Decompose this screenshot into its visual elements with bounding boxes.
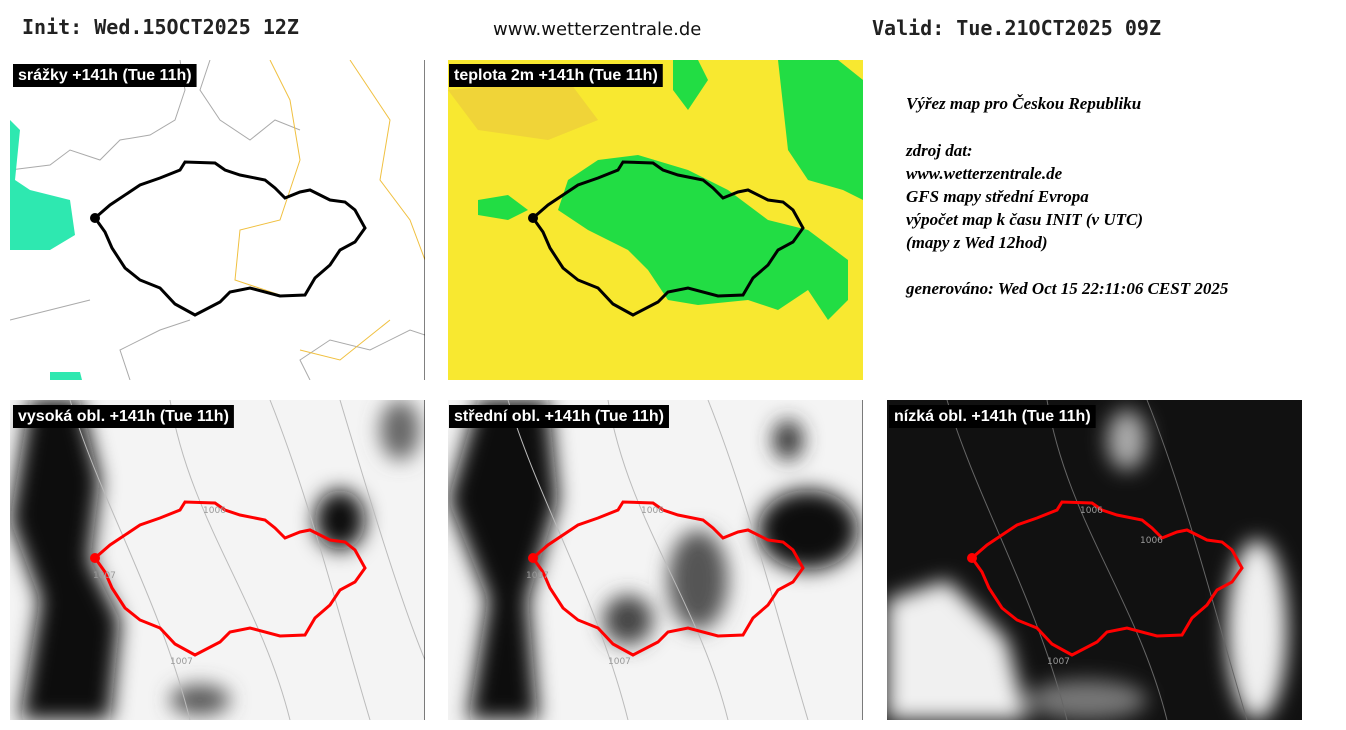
isobar-label: 1006 <box>641 506 664 516</box>
label-background <box>13 64 197 87</box>
panel-label: vysoká obl. +141h (Tue 11h) <box>18 408 229 425</box>
info-line: GFS mapy střední Evropa <box>906 187 1089 206</box>
isobar-label: 1006 <box>1080 506 1103 516</box>
high-cloud-map: 1006 1007 1007 <box>10 400 425 720</box>
panel-labels: srážky +141h (Tue 11h) teplota 2m +141h … <box>13 64 1096 428</box>
init-time: Init: Wed.15OCT2025 12Z <box>22 15 299 39</box>
low-cloud-map: 1006 1006 1007 <box>887 400 1302 720</box>
temperature-map <box>448 60 863 380</box>
info-line: www.wetterzentrale.de <box>906 164 1063 183</box>
isobar-label: 1006 <box>203 506 226 516</box>
info-line: Výřez map pro Českou Republiku <box>906 94 1141 113</box>
label-background <box>13 405 234 428</box>
info-line: generováno: Wed Oct 15 22:11:06 CEST 202… <box>905 279 1229 298</box>
info-line: výpočet map k času INIT (v UTC) <box>906 210 1143 229</box>
panel-label: srážky +141h (Tue 11h) <box>18 67 192 84</box>
info-line: (mapy z Wed 12hod) <box>906 233 1048 252</box>
valid-time: Valid: Tue.21OCT2025 09Z <box>872 16 1161 40</box>
isobar-label: 1007 <box>526 571 549 581</box>
panel-label: střední obl. +141h (Tue 11h) <box>454 408 664 425</box>
info-line: zdroj dat: <box>905 141 973 160</box>
label-background <box>449 64 663 87</box>
isobar-label: 1007 <box>93 571 116 581</box>
site-name: www.wetterzentrale.de <box>493 19 701 40</box>
panel-label: nízká obl. +141h (Tue 11h) <box>894 408 1091 425</box>
panel-label: teplota 2m +141h (Tue 11h) <box>454 67 658 84</box>
info: Výřez map pro Českou Republiku zdroj dat… <box>905 94 1229 298</box>
isobar-label: 1007 <box>608 657 631 667</box>
mid-cloud-map: 1006 1007 1007 <box>448 400 863 720</box>
precipitation-map <box>10 60 425 380</box>
header: Init: Wed.15OCT2025 12Z www.wetterzentra… <box>22 15 1161 40</box>
isobar-label: 1007 <box>170 657 193 667</box>
isobar-label: 1007 <box>1047 657 1070 667</box>
label-background <box>889 405 1096 428</box>
label-background <box>449 405 669 428</box>
isobar-label: 1006 <box>1140 536 1163 546</box>
